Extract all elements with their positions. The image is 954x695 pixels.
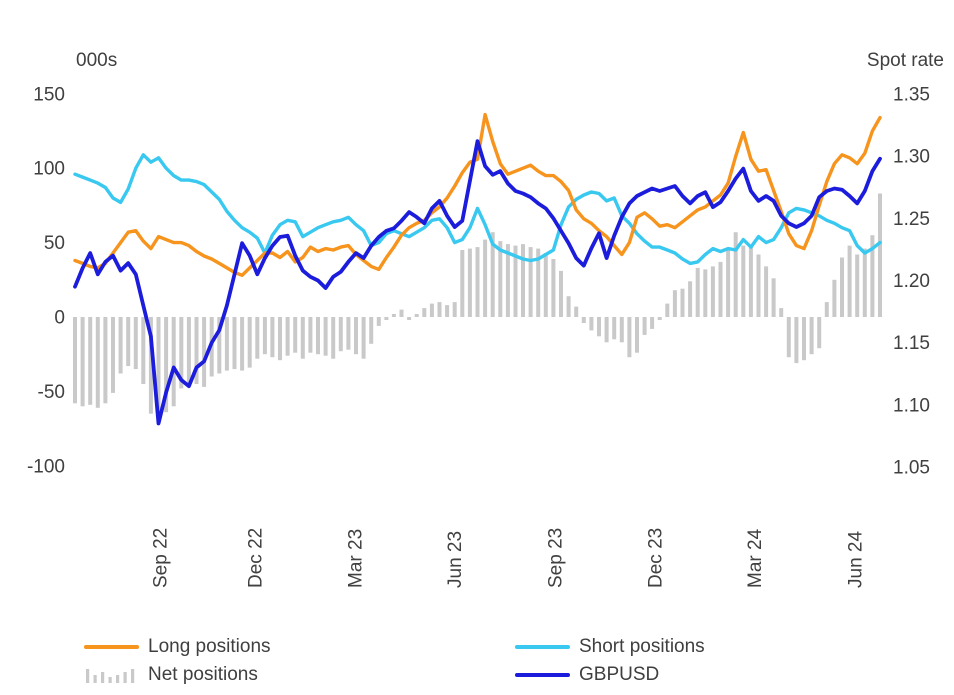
legend-item-gbpusd: GBPUSD [515, 664, 705, 686]
left-axis-tick-label: -100 [27, 456, 65, 477]
x-axis-tick-label: Sep 22 [151, 528, 172, 588]
short-positions-line-swatch-icon [515, 645, 570, 649]
left-axis-tick-label: 100 [33, 159, 65, 180]
left-axis-tick-label: 50 [44, 233, 65, 254]
x-axis-tick-label: Dec 22 [246, 528, 267, 588]
legend-label-gbpusd: GBPUSD [579, 664, 660, 685]
left-axis-tick-label: 0 [54, 308, 65, 329]
right-axis-tick-label: 1.15 [893, 333, 930, 354]
x-axis-tick-label: Jun 24 [845, 531, 866, 588]
right-axis-unit-label: Spot rate [866, 50, 944, 71]
chart-legend: Long positions Short positions Net posit… [84, 633, 705, 689]
net-positions-bars-swatch-icon [86, 669, 135, 683]
x-axis-tick-label: Mar 23 [346, 529, 367, 588]
x-axis-tick-label: Dec 23 [646, 528, 667, 588]
legend-item-long-positions: Long positions [84, 636, 515, 658]
net-positions-bars [73, 193, 882, 422]
legend-label-net-positions: Net positions [148, 664, 258, 685]
legend-label-short-positions: Short positions [579, 636, 705, 657]
x-axis-tick-label: Sep 23 [545, 528, 566, 588]
left-axis-tick-label: -50 [38, 382, 65, 403]
right-axis-tick-label: 1.05 [893, 458, 930, 479]
long-positions-line-swatch-icon [84, 645, 139, 649]
legend-item-short-positions: Short positions [515, 636, 705, 658]
legend-item-net-positions: Net positions [84, 664, 515, 686]
right-axis-tick-label: 1.25 [893, 209, 930, 230]
x-axis-tick-label: Jun 23 [445, 531, 466, 588]
left-axis-tick-label: 150 [33, 84, 65, 105]
right-axis-tick-label: 1.10 [893, 395, 930, 416]
right-axis-tick-label: 1.35 [893, 85, 930, 106]
left-axis-unit-label: 000s [76, 50, 118, 71]
gbpusd-line-swatch-icon [515, 673, 570, 677]
gbpusd-line [73, 139, 882, 426]
legend-label-long-positions: Long positions [148, 636, 271, 657]
right-axis-tick-label: 1.20 [893, 271, 930, 292]
short-positions-line [73, 153, 882, 266]
x-axis-tick-label: Mar 24 [745, 528, 766, 588]
right-axis-tick-label: 1.30 [893, 147, 930, 168]
long-positions-line [73, 112, 882, 277]
